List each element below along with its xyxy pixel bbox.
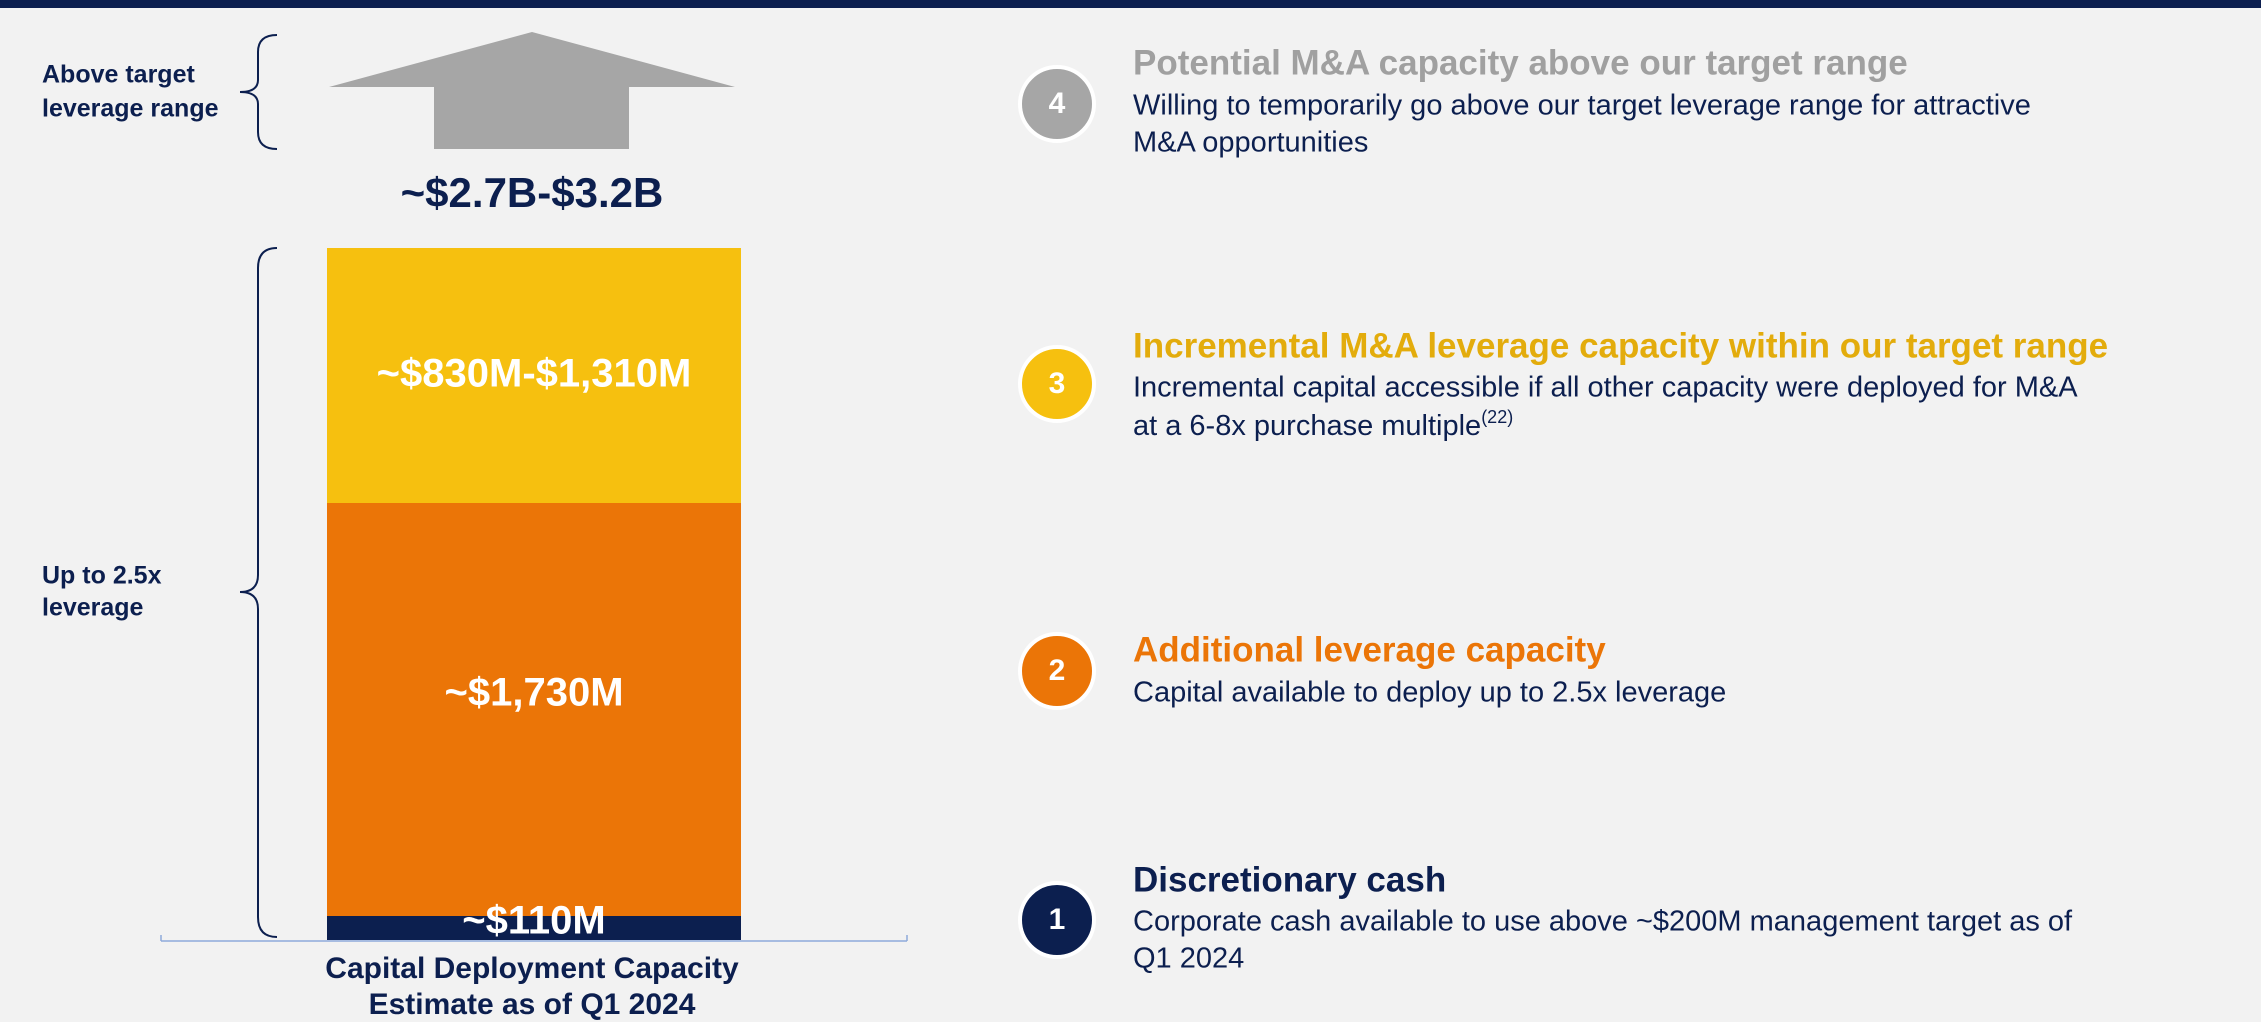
item-title: Additional leverage capacity [1133,630,1606,669]
bar-segment [327,503,741,916]
segment-label: ~$830M-$1,310M [377,352,692,396]
bracket-label: leverage range [42,95,219,123]
item-title: Incremental M&A leverage capacity within… [1133,326,2108,365]
caption: Capital Deployment Capacity [325,952,739,985]
bracket [239,34,278,150]
item-desc: Capital available to deploy up to 2.5x l… [1133,677,1726,709]
bracket-label: Up to 2.5x [42,562,162,590]
desc-text: at a 6-8x purchase multiple [1133,410,1481,442]
badge-number: 2 [1049,654,1066,687]
item-desc: at a 6-8x purchase multiple(22) [1133,407,1513,442]
item-desc: M&A opportunities [1133,127,1368,159]
bar-segment [327,916,741,940]
item-title: Discretionary cash [1133,860,1446,899]
up-arrow [329,32,735,149]
segment-label: ~$110M [462,899,605,943]
bracket-label: Above target [42,61,195,89]
number-badge [1018,881,1096,959]
badge-number: 1 [1049,903,1066,936]
item-desc: Incremental capital accessible if all ot… [1133,372,2078,404]
item-desc: Willing to temporarily go above our targ… [1133,90,2031,122]
caption: Estimate as of Q1 2024 [369,988,696,1021]
item-desc: Corporate cash available to use above ~$… [1133,906,2073,938]
number-badge [1018,65,1096,143]
item-desc: Q1 2024 [1133,943,1244,975]
number-badge [1018,632,1096,710]
segment-label: ~$1,730M [444,671,623,715]
footnote-ref: (22) [1481,407,1513,427]
top-rule [0,0,2261,8]
number-badge [1018,345,1096,423]
bar-segment [327,248,741,503]
item-title: Potential M&A capacity above our target … [1133,43,1908,82]
bracket-label: leverage [42,594,144,622]
badge-number: 4 [1049,87,1066,120]
bracket [239,247,278,938]
top-label: ~$2.7B-$3.2B [401,169,664,216]
badge-number: 3 [1049,367,1066,400]
